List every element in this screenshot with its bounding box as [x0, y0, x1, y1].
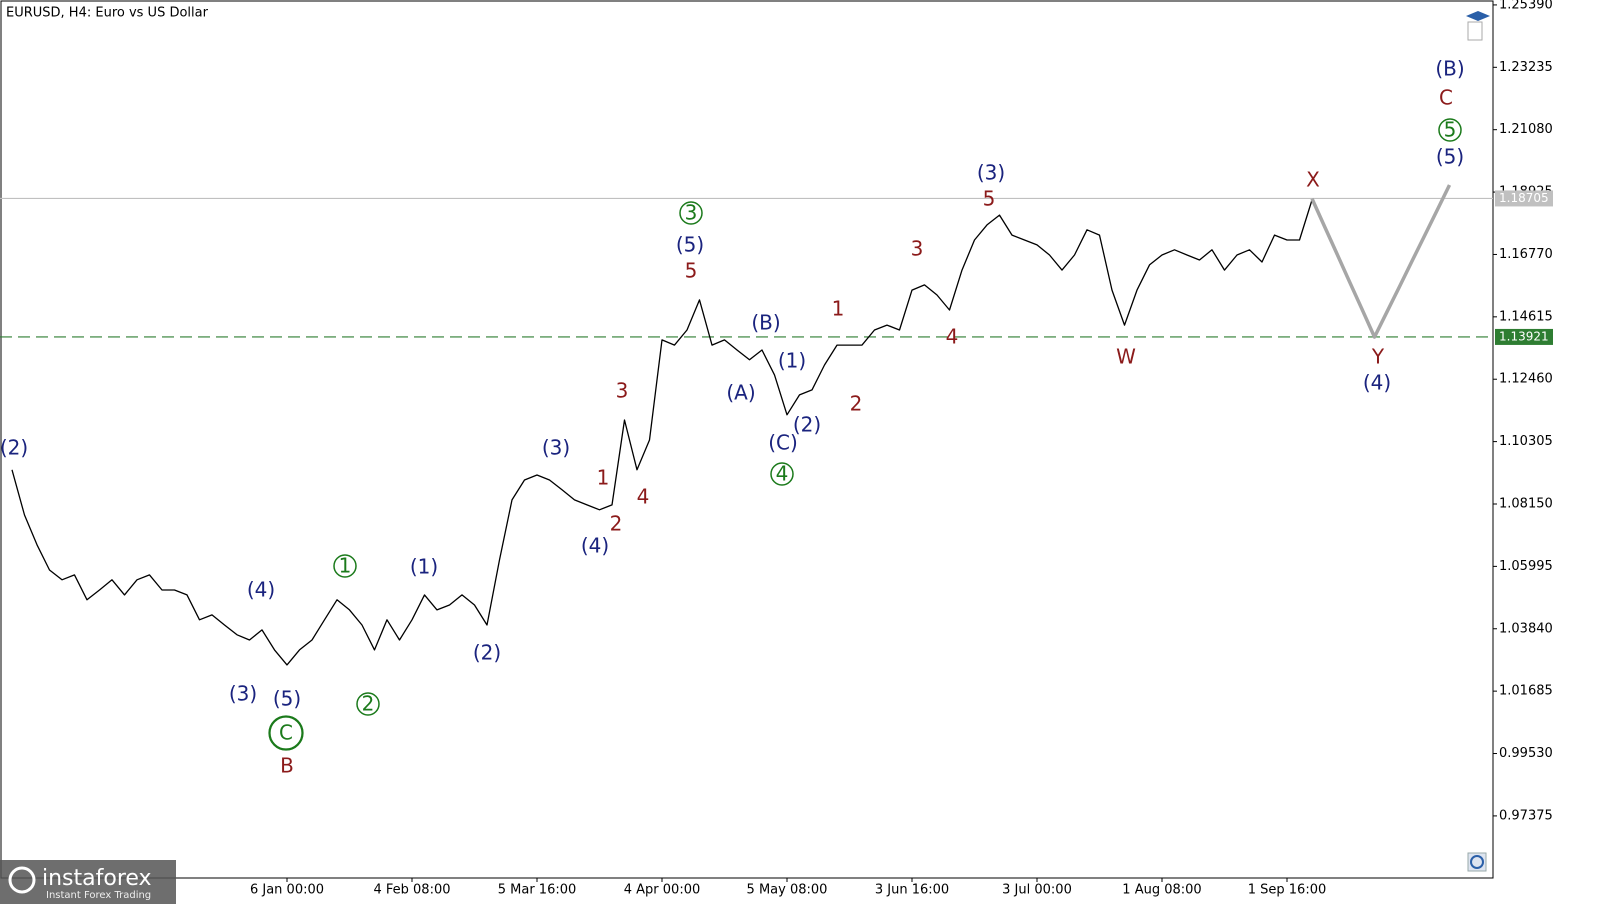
y-tick-label: 1.05995 [1499, 559, 1553, 574]
y-tick-label: 1.08150 [1499, 496, 1553, 511]
wave-label: 5 [685, 259, 698, 283]
wave-label: B [280, 754, 294, 778]
y-tick-label: 1.23235 [1499, 60, 1553, 75]
x-tick-label: 1 Aug 08:00 [1122, 883, 1201, 898]
wave-label: (5) [273, 687, 301, 711]
wave-label: (B) [751, 311, 780, 335]
wave-label: W [1116, 345, 1136, 369]
wave-label: (2) [0, 436, 28, 460]
y-tick-label: 1.01685 [1499, 684, 1553, 699]
wave-label: 5 [983, 187, 996, 211]
wave-circle [1438, 118, 1462, 142]
wave-label: (3) [977, 161, 1005, 185]
wave-label: (4) [1363, 371, 1391, 395]
wave-label: (C) [768, 431, 798, 455]
y-tick-label: 1.21080 [1499, 122, 1553, 137]
wave-circle [770, 462, 794, 486]
x-tick-label: 4 Apr 00:00 [624, 883, 701, 898]
wave-circle [356, 692, 380, 716]
wave-circle [268, 715, 304, 751]
y-tick-label: 1.10305 [1499, 434, 1553, 449]
wave-label: 3 [616, 379, 629, 403]
y-tick-label: 1.25390 [1499, 0, 1553, 12]
wave-label: 1 [597, 466, 610, 490]
y-tick-label: 0.99530 [1499, 746, 1553, 761]
logo-name: instaforex [42, 866, 152, 891]
wave-label: 5 [1444, 118, 1457, 142]
wave-label: (1) [778, 349, 806, 373]
wave-circle [333, 554, 357, 578]
y-tick-label: 1.03840 [1499, 621, 1553, 636]
wave-label: 1 [832, 297, 845, 321]
x-tick-label: 5 Mar 16:00 [498, 883, 577, 898]
logo-tagline: Instant Forex Trading [46, 890, 151, 901]
wave-label: 1 [339, 554, 352, 578]
y-tick-label: 1.12460 [1499, 372, 1553, 387]
price-level-tag [1495, 328, 1553, 345]
x-tick-label: 5 May 08:00 [747, 883, 828, 898]
wave-label: 2 [850, 392, 863, 416]
wave-label: X [1306, 168, 1320, 192]
wave-label: 4 [776, 462, 789, 486]
plot-frame [0, 0, 1494, 879]
wave-label: 3 [911, 237, 924, 261]
x-tick-label: 3 Jun 16:00 [875, 883, 949, 898]
x-tick-label: 6 Jan 00:00 [250, 883, 324, 898]
wave-label: Y [1371, 345, 1385, 369]
price-level-label: 1.18705 [1499, 191, 1549, 205]
y-tick-label: 0.97375 [1499, 808, 1553, 823]
wave-label: (2) [473, 641, 501, 665]
wave-label: (2) [793, 413, 821, 437]
wave-label: (4) [247, 578, 275, 602]
wave-label: C [279, 721, 293, 745]
y-tick-label: 1.14615 [1499, 309, 1553, 324]
price-level-tag [1495, 190, 1553, 207]
price-level-label: 1.13921 [1499, 329, 1549, 343]
wave-label: 2 [362, 692, 375, 716]
wave-label: (3) [229, 682, 257, 706]
wave-label: 3 [685, 201, 698, 225]
x-tick-label: 1 Sep 16:00 [1248, 883, 1327, 898]
x-tick-label: 3 Jul 00:00 [1002, 883, 1072, 898]
chart-title: EURUSD, H4: Euro vs US Dollar [6, 6, 209, 21]
wave-label: 4 [637, 485, 650, 509]
y-tick-label: 1.16770 [1499, 247, 1553, 262]
logo: instaforex Instant Forex Trading [0, 860, 176, 904]
wave-label: (3) [542, 436, 570, 460]
wave-label: (A) [726, 381, 755, 405]
wave-label: (5) [1436, 145, 1464, 169]
wave-label: C [1439, 86, 1453, 110]
wave-label: (5) [676, 233, 704, 257]
wave-circle [679, 201, 703, 225]
wave-label: (4) [581, 534, 609, 558]
x-tick-label: 4 Feb 08:00 [373, 883, 450, 898]
toolbar-icon [1466, 11, 1490, 872]
wave-label: 4 [946, 325, 959, 349]
forecast-line [1310, 184, 1452, 339]
wave-label: (1) [410, 555, 438, 579]
price-line [11, 199, 1313, 666]
wave-label: 2 [610, 512, 623, 536]
wave-label: (B) [1435, 57, 1464, 81]
